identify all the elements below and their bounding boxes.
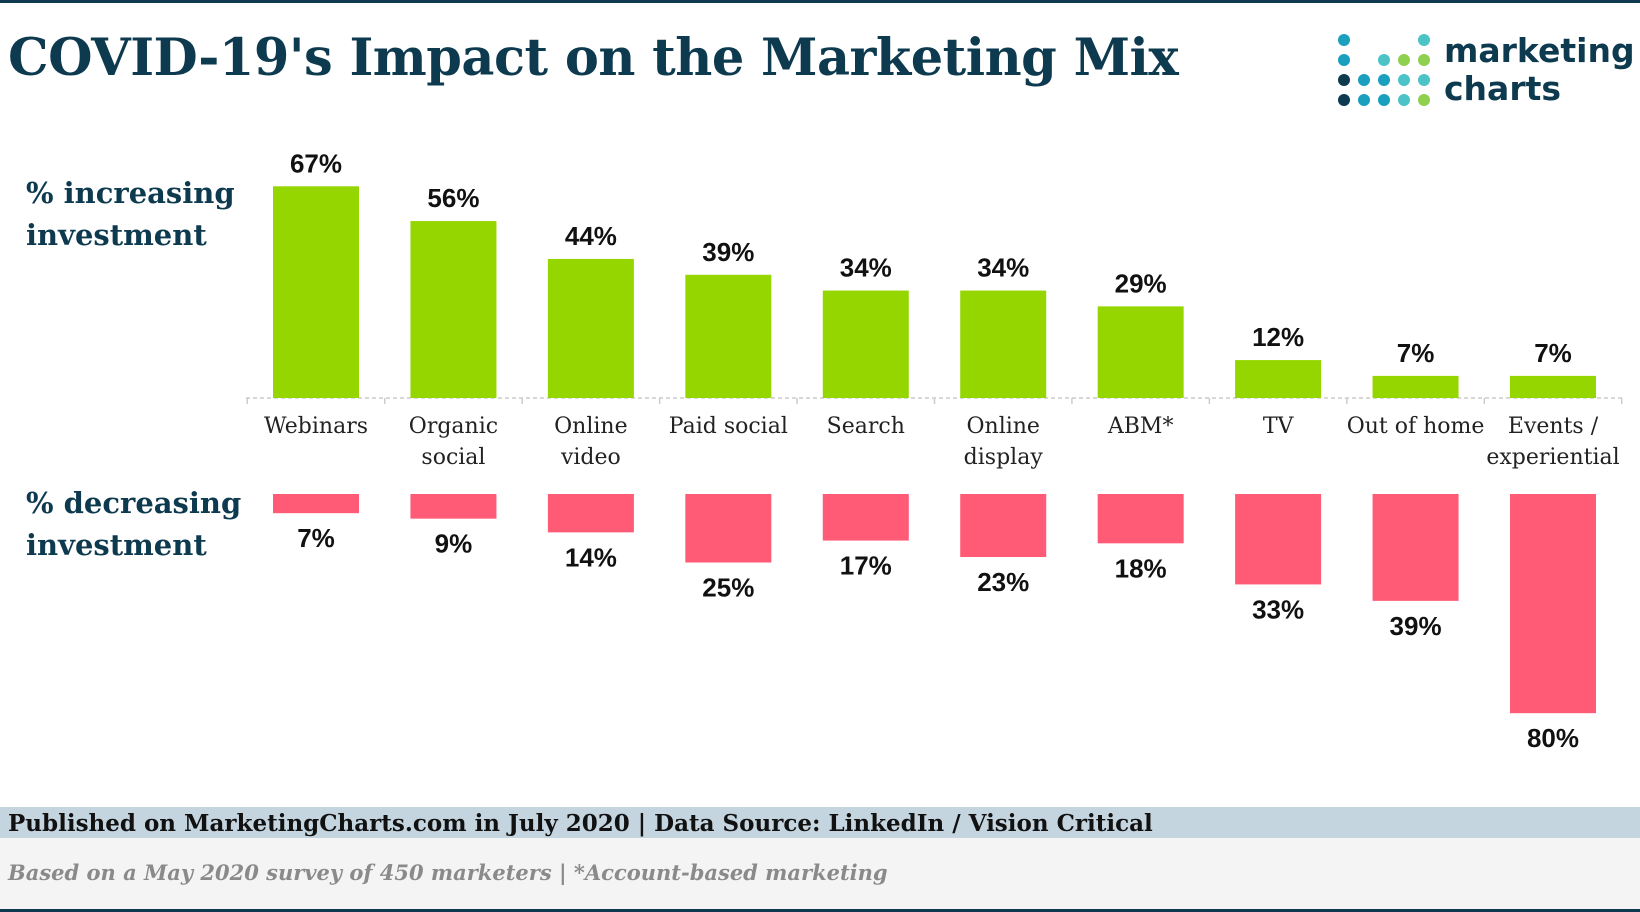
decrease-value-label: 14%	[565, 542, 617, 572]
category-label: display	[964, 445, 1044, 470]
increase-value-label: 67%	[290, 148, 342, 178]
logo-dot	[1398, 94, 1410, 106]
category-label: Paid social	[669, 414, 788, 439]
logo-dot	[1398, 54, 1410, 66]
category-label: Webinars	[264, 414, 368, 439]
category-label: Events /	[1508, 414, 1599, 439]
logo-dot	[1358, 94, 1370, 106]
decreasing-label-line-2: investment	[26, 528, 207, 562]
increase-bar	[685, 274, 772, 398]
logo-dot	[1378, 94, 1390, 106]
decrease-bar	[1510, 494, 1596, 714]
increase-bar	[1235, 360, 1322, 398]
increase-value-label: 7%	[1534, 338, 1572, 368]
decrease-value-label: 25%	[702, 573, 754, 603]
decrease-value-label: 39%	[1390, 611, 1442, 641]
increase-bar	[960, 290, 1047, 398]
decrease-bar	[960, 494, 1047, 558]
decrease-bar	[1235, 494, 1322, 585]
increasing-label-line-1: % increasing	[26, 176, 235, 210]
source-bar: Published on MarketingCharts.com in July…	[0, 807, 1640, 838]
decrease-bar	[685, 494, 772, 563]
increase-value-label: 29%	[1115, 268, 1167, 298]
increase-bar	[410, 221, 497, 398]
increase-value-label: 12%	[1252, 322, 1304, 352]
increase-bar	[273, 186, 359, 398]
increase-value-label: 44%	[565, 221, 617, 251]
increase-value-label: 7%	[1397, 338, 1435, 368]
logo-dot	[1338, 74, 1350, 86]
logo-line-2: charts	[1444, 69, 1562, 108]
logo-dot	[1398, 74, 1410, 86]
decrease-value-label: 80%	[1527, 723, 1579, 753]
logo-dot	[1418, 94, 1430, 106]
increase-value-label: 34%	[977, 253, 1029, 283]
decrease-value-label: 18%	[1115, 553, 1167, 583]
logo-dot	[1418, 74, 1430, 86]
decrease-value-label: 17%	[840, 551, 892, 581]
decrease-value-label: 33%	[1252, 594, 1304, 624]
category-label: Organic	[409, 414, 498, 439]
marketingcharts-logo: marketing charts	[1338, 30, 1638, 112]
decrease-bar	[410, 494, 497, 519]
decrease-value-label: 7%	[297, 523, 335, 553]
top-rule	[0, 0, 1640, 3]
footnote-text: Based on a May 2020 survey of 450 market…	[8, 860, 888, 885]
increasing-label-line-2: investment	[26, 218, 207, 252]
logo-dot	[1338, 54, 1350, 66]
category-label: TV	[1263, 414, 1295, 439]
category-label: Search	[827, 414, 905, 439]
logo-dots-icon	[1338, 30, 1430, 112]
category-label: Out of home	[1347, 414, 1485, 439]
decreasing-label-line-1: % decreasing	[26, 486, 242, 520]
increase-bar	[1372, 375, 1459, 398]
logo-dot	[1418, 34, 1430, 46]
marketing-mix-bar-chart: 67% Webinars 7% 56% Organic social 9% 44% Online…	[246, 148, 1623, 753]
logo-dot	[1338, 34, 1350, 46]
decrease-value-label: 23%	[977, 567, 1029, 597]
increase-bar	[547, 258, 634, 398]
category-label: experiential	[1486, 445, 1619, 470]
increase-value-label: 56%	[427, 183, 479, 213]
decrease-value-label: 9%	[435, 529, 473, 559]
increase-bar	[1097, 306, 1184, 398]
logo-wordmark: marketing charts	[1444, 32, 1635, 108]
category-label: social	[421, 445, 485, 470]
decrease-bar	[822, 494, 909, 541]
category-label: ABM*	[1107, 414, 1174, 439]
category-label: Online	[966, 414, 1039, 439]
increase-bar	[822, 290, 909, 398]
increase-bar	[1510, 375, 1596, 398]
increasing-label: % increasing investment	[26, 172, 241, 256]
source-text: Published on MarketingCharts.com in July…	[8, 810, 1153, 837]
logo-dot	[1358, 74, 1370, 86]
decrease-bar	[547, 494, 634, 533]
logo-dot	[1338, 94, 1350, 106]
category-label: Online	[554, 414, 627, 439]
note-area: Based on a May 2020 survey of 450 market…	[0, 838, 1640, 912]
increase-value-label: 34%	[840, 253, 892, 283]
logo-dot	[1378, 54, 1390, 66]
decreasing-label: % decreasing investment	[26, 482, 241, 566]
increase-value-label: 39%	[702, 237, 754, 267]
category-label: video	[560, 445, 621, 470]
logo-dot	[1418, 54, 1430, 66]
logo-line-1: marketing	[1444, 31, 1635, 70]
decrease-bar	[273, 494, 359, 514]
logo-dot	[1378, 74, 1390, 86]
decrease-bar	[1372, 494, 1459, 601]
decrease-bar	[1097, 494, 1184, 544]
page-title: COVID-19's Impact on the Marketing Mix	[8, 28, 1179, 88]
bottom-rule	[0, 909, 1640, 912]
